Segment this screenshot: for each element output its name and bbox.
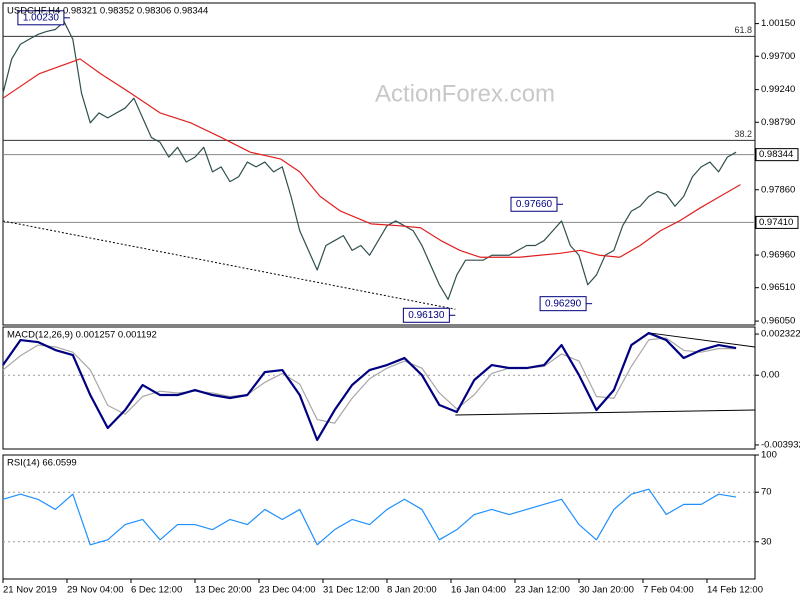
y-tick-label: 0.96050 (761, 316, 795, 327)
annotation-label: 0.97660 (516, 199, 553, 210)
x-tick-label: 16 Jan 04:00 (451, 585, 506, 596)
x-tick-label: 23 Jan 12:00 (515, 585, 570, 596)
y-tick-label: 70 (761, 487, 772, 498)
y-tick-label: 0.96960 (761, 250, 795, 261)
fib-label: 38.2 (734, 129, 752, 139)
panel-title: MACD(12,26,9) 0.001257 0.001192 (7, 330, 157, 341)
y-tick-label: 0.99700 (761, 51, 795, 62)
panel-title: RSI(14) 66.0599 (7, 458, 77, 469)
y-tick-label: 0.00 (761, 370, 780, 381)
x-tick-label: 14 Feb 12:00 (707, 585, 763, 596)
panel-frame (2, 454, 756, 580)
y-tick-label: 1.00150 (761, 18, 795, 29)
annotation-box (402, 307, 450, 323)
x-tick-label: 21 Nov 2019 (3, 585, 57, 596)
annotation-box (510, 196, 558, 212)
price-label-box (755, 215, 799, 229)
y-tick-label: 0.002322 (761, 329, 800, 340)
price-label: 0.97410 (759, 217, 793, 228)
x-tick-label: 7 Feb 04:00 (643, 585, 694, 596)
panel-frame (2, 326, 756, 450)
x-tick-label: 30 Jan 20:00 (579, 585, 634, 596)
y-tick-label: 0.96510 (761, 282, 795, 293)
y-tick-label: 30 (761, 536, 772, 547)
price-label: 0.98344 (759, 149, 793, 160)
panel-title: USDCHF,H4 0.98321 0.98352 0.98306 0.9834… (7, 6, 208, 17)
trend-line (650, 332, 756, 348)
watermark: ActionForex.com (375, 80, 555, 107)
x-tick-label: 29 Nov 04:00 (67, 585, 124, 596)
panel-frame (2, 2, 756, 326)
price-label-box (755, 148, 799, 162)
series-line (2, 337, 737, 424)
x-tick-label: 13 Dec 20:00 (195, 585, 252, 596)
annotation-box (17, 10, 65, 26)
annotation-label: 0.96290 (545, 298, 582, 309)
x-tick-label: 8 Jan 20:00 (387, 585, 437, 596)
series-line (2, 21, 737, 301)
y-tick-label: 0.98790 (761, 117, 795, 128)
y-tick-label: -0.003932 (761, 439, 800, 450)
y-tick-label: 100 (761, 450, 777, 461)
annotation-label: 1.00230 (23, 12, 60, 23)
trend-line (2, 220, 456, 310)
y-tick-label: 0.97860 (761, 184, 795, 195)
x-tick-label: 6 Dec 12:00 (131, 585, 182, 596)
y-tick-label: 0.99240 (761, 84, 795, 95)
x-tick-label: 31 Dec 12:00 (323, 585, 380, 596)
trend-line (455, 409, 756, 416)
fib-label: 61.8 (734, 25, 752, 35)
annotation-label: 0.96130 (408, 310, 445, 321)
annotation-box (539, 296, 587, 312)
x-tick-label: 23 Dec 04:00 (259, 585, 316, 596)
series-line (2, 331, 737, 442)
series-line (2, 488, 737, 546)
series-line (2, 58, 741, 258)
